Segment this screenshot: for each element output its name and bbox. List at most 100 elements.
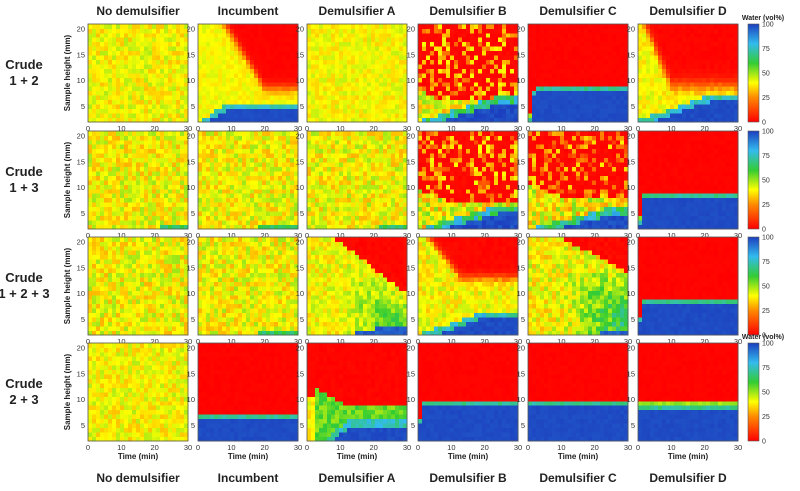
- heatmap-cell: [180, 73, 185, 78]
- heatmap-cell: [140, 77, 145, 83]
- heatmap-cell: [180, 171, 185, 176]
- heatmap-cell: [506, 37, 511, 43]
- heatmap-cell: [168, 73, 173, 78]
- heatmap-cell: [327, 99, 332, 105]
- heatmap-cell: [383, 135, 388, 141]
- heatmap-cell: [506, 73, 511, 78]
- heatmap-cell: [528, 113, 533, 118]
- heatmap-cell: [674, 68, 679, 74]
- heatmap-cell: [116, 215, 121, 221]
- heatmap-cell: [592, 95, 597, 101]
- heatmap-cell: [120, 90, 125, 96]
- heatmap-cell: [458, 95, 463, 101]
- heatmap-cell: [270, 139, 275, 145]
- heatmap-cell: [315, 68, 320, 74]
- heatmap-cell: [430, 104, 435, 109]
- heatmap-cell: [714, 117, 719, 123]
- heatmap-cell: [363, 162, 368, 167]
- heatmap-cell: [383, 153, 388, 159]
- heatmap-cell: [315, 206, 320, 212]
- heatmap-cell: [124, 220, 129, 225]
- heatmap-cell: [230, 81, 235, 87]
- heatmap-cell: [100, 197, 105, 203]
- heatmap-cell: [180, 193, 185, 199]
- heatmap-cell: [172, 41, 177, 47]
- heatmap-cell: [286, 215, 291, 221]
- heatmap-cell: [674, 77, 679, 83]
- heatmap-cell: [88, 24, 93, 29]
- heatmap-cell: [616, 108, 621, 114]
- heatmap-cell: [391, 144, 396, 150]
- heatmap-cell: [132, 90, 137, 96]
- heatmap-cell: [128, 68, 133, 74]
- heatmap-cell: [466, 104, 471, 109]
- heatmap-cell: [238, 153, 243, 159]
- heatmap-cell: [124, 180, 129, 185]
- heatmap-cell: [128, 104, 133, 109]
- heatmap-cell: [234, 55, 239, 60]
- heatmap-cell: [222, 73, 227, 78]
- heatmap-cell: [266, 188, 271, 194]
- heatmap-cell: [726, 81, 731, 87]
- heatmap-cell: [548, 99, 553, 105]
- heatmap-cell: [678, 99, 683, 105]
- heatmap-cell: [160, 162, 165, 167]
- heatmap-cell: [206, 28, 211, 34]
- y-tick-label: 10: [187, 76, 195, 85]
- heatmap-cell: [486, 73, 491, 78]
- heatmap-cell: [339, 90, 344, 96]
- heatmap-cell: [180, 68, 185, 74]
- heatmap-cell: [572, 46, 577, 52]
- heatmap-cell: [379, 108, 384, 114]
- heatmap-cell: [246, 220, 251, 225]
- heatmap-cell: [556, 37, 561, 43]
- heatmap-cell: [367, 157, 372, 163]
- heatmap-cell: [156, 188, 161, 194]
- heatmap-cell: [218, 148, 223, 154]
- heatmap-cell: [242, 184, 247, 190]
- heatmap-cell: [470, 59, 475, 65]
- heatmap-cell: [116, 184, 121, 190]
- heatmap-cell: [246, 131, 251, 136]
- heatmap-cell: [726, 95, 731, 101]
- heatmap-cell: [540, 108, 545, 114]
- heatmap-cell: [662, 64, 667, 69]
- heatmap-cell: [210, 188, 215, 194]
- heatmap-cell: [662, 41, 667, 47]
- heatmap-cell: [290, 175, 295, 181]
- heatmap-cell: [323, 117, 328, 123]
- heatmap-cell: [270, 215, 275, 221]
- heatmap-cell: [206, 211, 211, 216]
- heatmap-cell: [502, 68, 507, 74]
- heatmap-cell: [234, 135, 239, 141]
- heatmap-cell: [246, 59, 251, 65]
- heatmap-cell: [250, 46, 255, 52]
- heatmap-cell: [474, 24, 479, 29]
- heatmap-cell: [502, 117, 507, 123]
- heatmap-cell: [311, 202, 316, 208]
- heatmap-cell: [108, 104, 113, 109]
- heatmap-cell: [184, 148, 189, 154]
- heatmap-cell: [242, 55, 247, 60]
- heatmap-cell: [198, 131, 203, 136]
- heatmap-cell: [323, 224, 328, 230]
- heatmap-cell: [556, 90, 561, 96]
- heatmap-cell: [202, 46, 207, 52]
- heatmap-cell: [355, 95, 360, 101]
- heatmap-cell: [454, 68, 459, 74]
- heatmap-cell: [274, 64, 279, 69]
- heatmap-cell: [642, 73, 647, 78]
- heatmap-cell: [210, 184, 215, 190]
- y-tick-label: 10: [187, 183, 195, 192]
- heatmap-cell: [375, 68, 380, 74]
- heatmap-cell: [168, 166, 173, 172]
- heatmap-cell: [140, 193, 145, 199]
- heatmap-cell: [438, 68, 443, 74]
- heatmap-cell: [474, 104, 479, 109]
- heatmap-cell: [339, 148, 344, 154]
- heatmap-cell: [422, 99, 427, 105]
- heatmap-cell: [403, 73, 408, 78]
- heatmap-cell: [112, 162, 117, 167]
- heatmap-cell: [315, 166, 320, 172]
- heatmap-cell: [331, 86, 336, 92]
